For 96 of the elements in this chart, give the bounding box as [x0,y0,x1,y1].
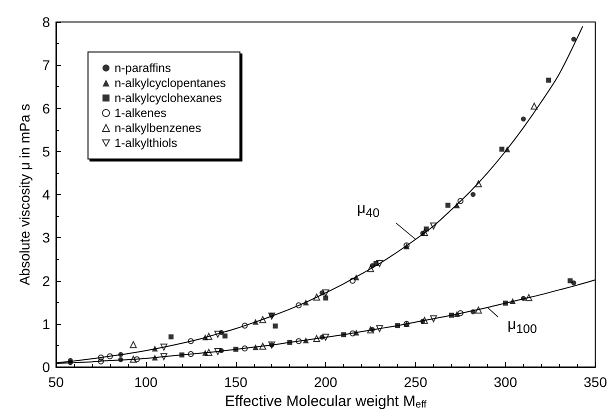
point [430,222,438,230]
point [504,146,510,152]
point [322,289,330,296]
point [259,316,266,324]
x-tick-label: 250 [404,374,428,390]
point [188,338,194,344]
point [421,228,428,236]
point [454,202,460,208]
series-label: μ$_{100}$ [507,316,537,338]
point [214,330,222,338]
point [106,353,113,360]
y-tick-label: 6 [42,100,50,116]
legend-label: n-alkylcyclopentanes [114,76,226,90]
y-tick-label: 5 [42,143,50,160]
x-tick-label: 100 [134,374,158,390]
point [546,78,552,83]
point [350,278,356,284]
point [252,344,259,350]
point [322,334,330,341]
legend-label: 1-alkylthiols [114,136,178,150]
x-tick-label: 200 [314,374,338,390]
point [233,346,238,352]
point [160,344,168,351]
x-tick-label: 300 [494,374,518,390]
point [520,296,526,301]
point [98,358,104,364]
point [502,300,508,306]
point [367,326,374,334]
y-tick-label: 0 [42,359,50,375]
y-tick-label: 8 [42,14,50,30]
point [98,354,104,361]
point [134,356,140,362]
x-tick-label: 150 [224,374,248,390]
point [296,302,302,308]
point [445,202,450,208]
point [302,299,309,306]
point [252,318,259,325]
legend-label: 1-alkenes [114,106,167,120]
point [272,324,278,329]
point [376,325,384,332]
point [313,294,320,301]
point [130,356,137,363]
point [571,36,576,42]
y-tick-label: 3 [42,230,50,246]
point [474,306,482,314]
point [152,354,158,361]
legend-label: n-alkylbenzenes [114,121,202,135]
point [430,315,438,322]
point [376,260,384,267]
point [520,116,526,122]
point [395,323,400,328]
text: μ$_{40}$ [357,200,380,222]
point [530,102,538,110]
point [499,146,504,152]
point [323,296,328,300]
point [296,338,302,344]
point [457,310,464,316]
point [242,322,248,329]
point [168,334,174,340]
point [287,340,292,345]
legend-label: n-alkylcyclohexanes [114,91,222,105]
point [205,348,212,356]
legend-label: n-paraffins [114,61,171,75]
point [214,348,222,355]
point [179,352,184,358]
point [313,335,320,342]
point [130,341,137,348]
point [510,298,516,304]
point [350,330,356,336]
y-tick-label: 2 [42,272,50,289]
point [525,294,532,302]
x-tick-label: 350 [584,374,608,390]
x-tick-label: 50 [48,374,64,390]
point [205,332,212,340]
point [259,342,266,350]
point [449,312,454,318]
y-tick-label: 7 [42,57,50,74]
point [470,192,476,197]
y-tick-label: 4 [42,186,50,202]
point [341,332,346,338]
point [367,265,374,272]
point [470,309,476,314]
point [152,345,158,352]
point [242,345,248,352]
y-tick-label: 1 [42,316,50,332]
point [188,351,194,358]
point [457,198,464,204]
point [118,352,124,357]
point [568,278,573,284]
point [474,180,482,188]
point [118,357,124,362]
y-axis-title: Absolute viscosity μ in mPa s [16,104,32,286]
point [302,337,309,344]
point [421,316,428,324]
point [222,333,228,338]
point [160,353,168,360]
